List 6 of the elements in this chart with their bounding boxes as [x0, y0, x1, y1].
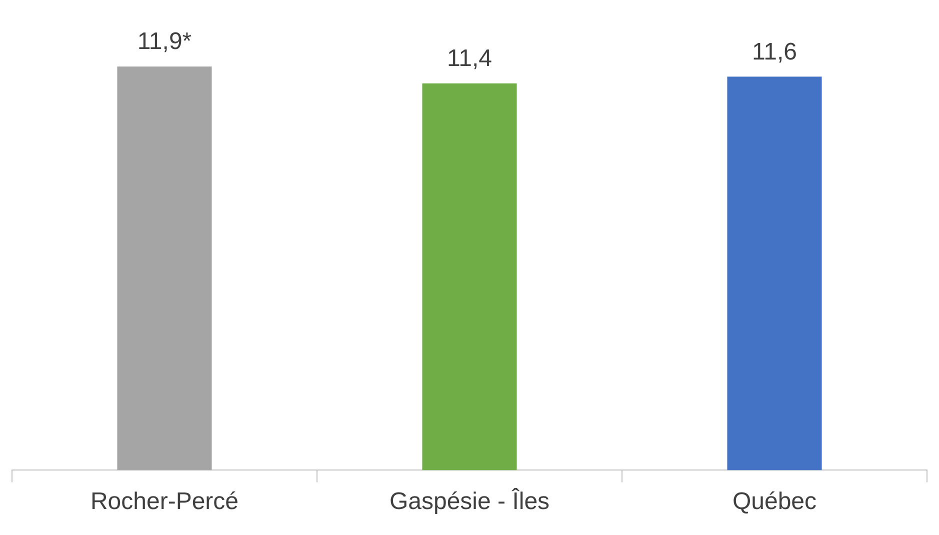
x-tick-label: Québec [732, 488, 817, 516]
x-tick-label: Rocher-Percé [90, 488, 239, 516]
x-tick-label: Gaspésie - Îles [389, 488, 550, 516]
data-label: 11,4 [447, 45, 492, 72]
data-label: 11,6 [752, 38, 797, 66]
data-label: 11,9* [137, 28, 192, 56]
